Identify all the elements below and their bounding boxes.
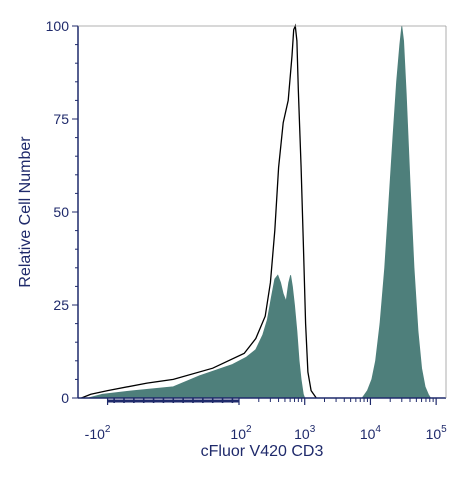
x-tick-label: 103: [294, 424, 316, 442]
control-histogram-line: [81, 23, 317, 399]
stained-histogram-peak-1: [87, 274, 306, 399]
y-tick-label: 50: [53, 204, 69, 220]
x-tick-label: 102: [230, 424, 252, 442]
axes: 0 25 50 75 100 -102 102 103 104 105: [46, 18, 448, 442]
x-tick-label: -102: [85, 424, 111, 442]
y-tick-label: 0: [61, 390, 69, 406]
x-tick-label: 104: [360, 424, 382, 442]
y-axis-title: Relative Cell Number: [17, 136, 34, 288]
x-axis-title: cFluor V420 CD3: [201, 443, 324, 460]
stained-histogram-peak-2: [361, 25, 432, 399]
x-tick-label: 105: [426, 424, 448, 442]
y-tick-label: 75: [53, 111, 69, 127]
plot-area: [81, 23, 432, 399]
y-tick-label: 25: [53, 297, 69, 313]
y-tick-label: 100: [46, 18, 70, 34]
